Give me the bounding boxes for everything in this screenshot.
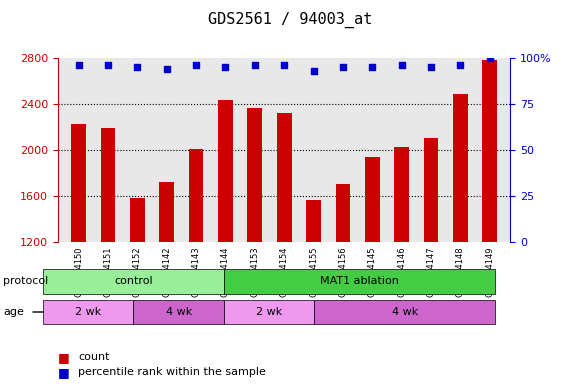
Text: 2 wk: 2 wk xyxy=(75,307,102,317)
Text: protocol: protocol xyxy=(3,276,48,286)
Bar xyxy=(483,60,497,380)
Text: control: control xyxy=(114,276,153,286)
Point xyxy=(162,66,171,72)
Bar xyxy=(306,200,321,380)
Point xyxy=(191,62,201,68)
Point xyxy=(397,62,407,68)
Bar xyxy=(394,147,409,380)
Point xyxy=(368,64,377,70)
Point xyxy=(133,64,142,70)
Text: GDS2561 / 94003_at: GDS2561 / 94003_at xyxy=(208,12,372,28)
Bar xyxy=(100,128,115,380)
Bar xyxy=(188,149,204,380)
Text: ■: ■ xyxy=(58,366,70,379)
Text: ■: ■ xyxy=(58,351,70,364)
Bar xyxy=(365,157,380,380)
Text: 2 wk: 2 wk xyxy=(256,307,282,317)
Text: age: age xyxy=(3,307,24,317)
Point xyxy=(426,64,436,70)
Bar xyxy=(71,124,86,380)
Point xyxy=(250,62,259,68)
Text: percentile rank within the sample: percentile rank within the sample xyxy=(78,367,266,377)
Point xyxy=(456,62,465,68)
Text: MAT1 ablation: MAT1 ablation xyxy=(320,276,399,286)
Point xyxy=(485,55,495,61)
Bar xyxy=(130,198,144,380)
Text: 4 wk: 4 wk xyxy=(392,307,418,317)
Point xyxy=(103,62,113,68)
Bar xyxy=(277,113,292,380)
Point xyxy=(221,64,230,70)
Bar xyxy=(424,138,438,380)
Point xyxy=(280,62,289,68)
Point xyxy=(309,68,318,74)
Bar xyxy=(453,94,468,380)
Bar xyxy=(218,100,233,380)
Text: 4 wk: 4 wk xyxy=(165,307,192,317)
Text: count: count xyxy=(78,352,110,362)
Point xyxy=(74,62,83,68)
Point xyxy=(338,64,347,70)
Bar xyxy=(248,108,262,380)
Bar xyxy=(160,182,174,380)
Bar xyxy=(336,184,350,380)
